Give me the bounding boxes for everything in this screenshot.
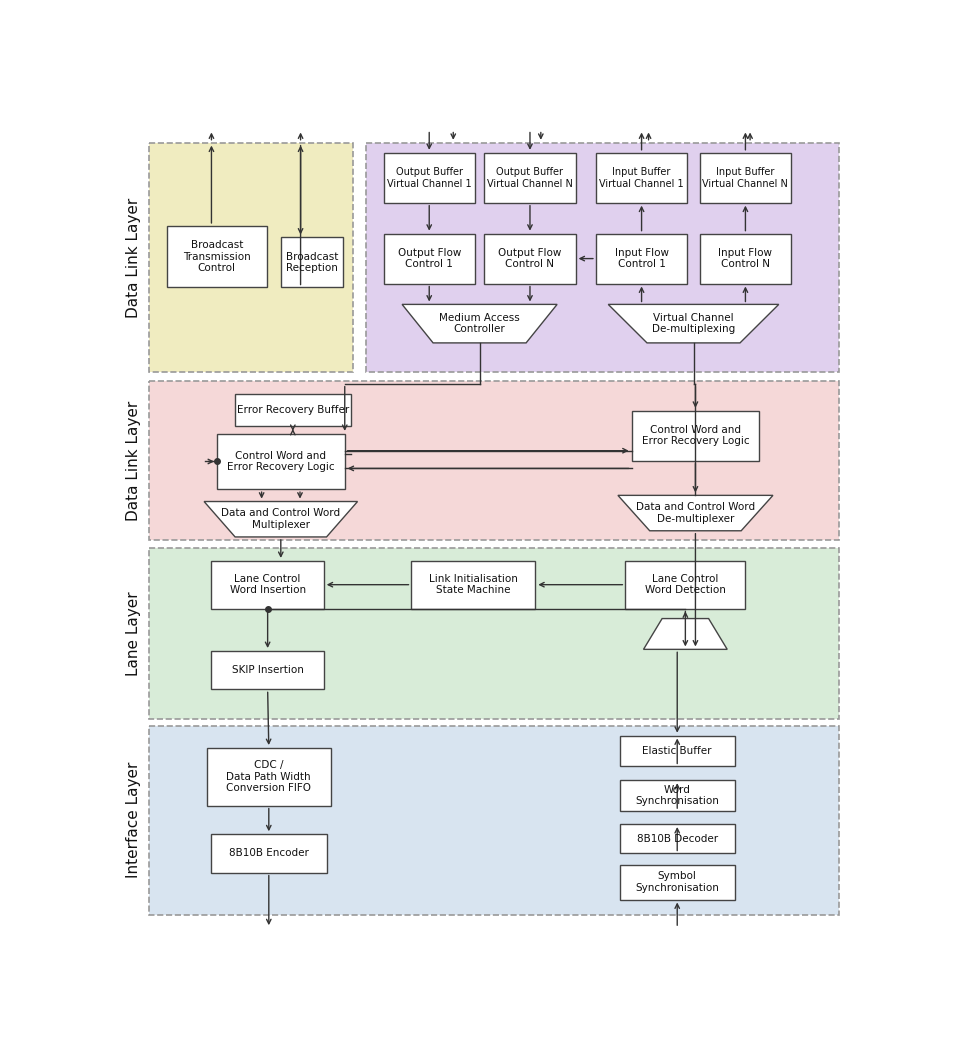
Bar [484, 153, 576, 202]
Bar [625, 561, 745, 609]
Text: 8B10B Encoder: 8B10B Encoder [228, 849, 309, 858]
Bar [383, 234, 475, 284]
Text: SKIP Insertion: SKIP Insertion [231, 665, 303, 675]
Text: Lane Control
Word Insertion: Lane Control Word Insertion [229, 574, 305, 595]
Polygon shape [618, 496, 773, 530]
Text: Input Flow
Control 1: Input Flow Control 1 [614, 247, 668, 269]
Bar [210, 834, 327, 873]
Text: Input Buffer
Virtual Channel 1: Input Buffer Virtual Channel 1 [599, 167, 684, 189]
Text: Link Initialisation
State Machine: Link Initialisation State Machine [429, 574, 517, 595]
Text: Symbol
Synchronisation: Symbol Synchronisation [636, 872, 719, 893]
Text: Control Word and
Error Recovery Logic: Control Word and Error Recovery Logic [641, 424, 749, 446]
Text: Input Buffer
Virtual Channel N: Input Buffer Virtual Channel N [703, 167, 788, 189]
Bar [281, 238, 344, 287]
Bar [700, 153, 791, 202]
Bar [150, 381, 839, 540]
Text: Data Link Layer: Data Link Layer [127, 198, 141, 319]
Text: Data Link Layer: Data Link Layer [127, 400, 141, 521]
Text: Broadcast
Transmission
Control: Broadcast Transmission Control [183, 240, 251, 274]
Bar [620, 781, 734, 811]
Text: Data and Control Word
Multiplexer: Data and Control Word Multiplexer [221, 508, 341, 530]
Bar [620, 865, 734, 899]
Text: Input Flow
Control N: Input Flow Control N [718, 247, 773, 269]
Text: Word
Synchronisation: Word Synchronisation [636, 785, 719, 807]
Bar [166, 226, 267, 287]
Text: Output Flow
Control 1: Output Flow Control 1 [397, 247, 461, 269]
Text: Lane Layer: Lane Layer [127, 591, 141, 676]
Bar [211, 561, 324, 609]
Polygon shape [402, 304, 557, 343]
Bar [211, 651, 324, 690]
Text: Lane Control
Word Detection: Lane Control Word Detection [645, 574, 726, 595]
Bar [234, 394, 351, 427]
Polygon shape [609, 304, 779, 343]
Bar [367, 143, 839, 372]
Bar [383, 153, 475, 202]
Bar [620, 736, 734, 766]
Text: Broadcast
Reception: Broadcast Reception [286, 252, 338, 274]
Text: Control Word and
Error Recovery Logic: Control Word and Error Recovery Logic [227, 451, 335, 473]
Bar [217, 434, 345, 489]
Bar [700, 234, 791, 284]
Text: Data and Control Word
De-multiplexer: Data and Control Word De-multiplexer [636, 502, 755, 524]
Bar [412, 561, 536, 609]
Polygon shape [643, 618, 728, 650]
Text: Elastic Buffer: Elastic Buffer [642, 746, 712, 756]
Text: CDC /
Data Path Width
Conversion FIFO: CDC / Data Path Width Conversion FIFO [227, 760, 311, 793]
Bar [150, 548, 839, 719]
Polygon shape [204, 502, 357, 537]
Text: Output Buffer
Virtual Channel N: Output Buffer Virtual Channel N [487, 167, 573, 189]
Text: Virtual Channel
De-multiplexing: Virtual Channel De-multiplexing [652, 313, 735, 334]
Text: Error Recovery Buffer: Error Recovery Buffer [237, 405, 348, 415]
Bar [150, 143, 352, 372]
Text: Interface Layer: Interface Layer [127, 762, 141, 878]
Bar [596, 153, 687, 202]
Bar [484, 234, 576, 284]
Bar [632, 411, 759, 461]
Bar [596, 234, 687, 284]
Bar [620, 824, 734, 853]
Text: Output Buffer
Virtual Channel 1: Output Buffer Virtual Channel 1 [387, 167, 471, 189]
Text: Output Flow
Control N: Output Flow Control N [498, 247, 562, 269]
Text: 8B10B Decoder: 8B10B Decoder [636, 834, 718, 844]
Bar [206, 748, 331, 806]
Bar [150, 726, 839, 915]
Text: Medium Access
Controller: Medium Access Controller [440, 313, 520, 334]
